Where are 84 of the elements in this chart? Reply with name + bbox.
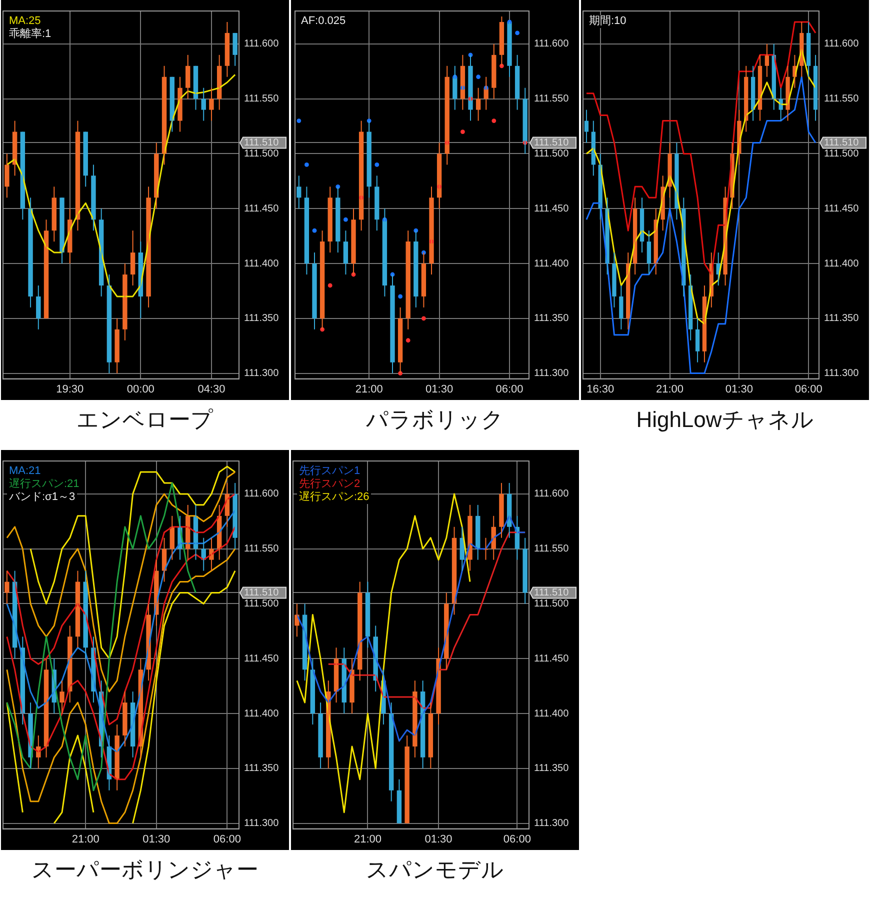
y-tick-label: 111.400 (244, 258, 280, 270)
x-tick-label: 19:30 (56, 383, 84, 396)
point (422, 316, 426, 321)
x-tick-label: 01:30 (426, 383, 454, 396)
y-tick-label: 111.510 (534, 588, 570, 598)
y-tick-label: 111.300 (534, 368, 570, 380)
text: MA:25 (7, 15, 43, 28)
y-tick-label: 111.400 (534, 708, 570, 720)
y-tick-label: 111.550 (244, 94, 280, 105)
text: 先行スパン2 (297, 478, 362, 491)
text: スパンモデル (365, 856, 505, 884)
y-tick-label: 111.350 (244, 313, 280, 324)
x-tick-label: 04:30 (198, 383, 226, 396)
y-tick-label: 111.450 (824, 203, 860, 214)
y-tick-label: 111.400 (824, 258, 860, 270)
point (406, 338, 410, 343)
y-tick-label: 111.500 (824, 148, 860, 160)
annotation: AF:0.025 (299, 15, 348, 28)
text: パラボリック (365, 406, 505, 434)
point (328, 283, 332, 288)
y-tick-label: 111.600 (244, 488, 280, 500)
y-tick-label: 111.510 (824, 138, 860, 148)
x-tick-label: 21:00 (656, 383, 684, 396)
point (344, 217, 348, 222)
text: スーパーボリンジャー (30, 856, 260, 884)
point (398, 294, 402, 299)
y-tick-label: 111.500 (534, 598, 570, 610)
y-tick-label: 111.500 (244, 598, 280, 610)
text: 先行スパン1 (297, 465, 362, 478)
point (304, 162, 309, 167)
point (296, 118, 302, 123)
y-tick-label: 111.510 (244, 588, 280, 598)
x-tick-label: 00:00 (126, 383, 154, 396)
x-tick-label: 06:00 (496, 383, 524, 396)
x-tick-label: 01:30 (424, 833, 452, 846)
y-tick-label: 111.510 (534, 138, 570, 148)
x-tick-label: 06:00 (794, 383, 822, 396)
y-tick-label: 111.300 (244, 818, 280, 830)
text: HighLowチャネル (635, 406, 815, 434)
point (492, 118, 496, 123)
annotation: バンド:σ1～3 (7, 491, 78, 504)
text: 遅行スパン:21 (7, 478, 82, 491)
x-tick-label: 21:00 (355, 383, 383, 396)
x-tick-label: 21:00 (354, 833, 382, 846)
y-tick-label: 111.550 (534, 94, 570, 105)
y-tick-label: 111.510 (244, 138, 280, 148)
y-tick-label: 111.500 (244, 148, 280, 160)
y-tick-label: 111.600 (534, 488, 570, 500)
x-tick-label: 01:30 (725, 383, 753, 396)
y-tick-label: 111.450 (244, 203, 280, 214)
y-tick-label: 111.350 (534, 313, 570, 324)
x-tick-label: 06:00 (503, 833, 531, 846)
y-tick-label: 111.300 (534, 818, 570, 830)
y-tick-label: 111.300 (824, 368, 860, 380)
point (374, 162, 380, 167)
point (460, 130, 465, 134)
y-tick-label: 111.600 (534, 38, 570, 50)
y-tick-label: 111.550 (534, 544, 570, 555)
y-tick-label: 111.400 (534, 258, 570, 270)
annotation: 乖離率:1 (7, 28, 54, 41)
y-tick-label: 111.550 (824, 94, 860, 105)
text: エンベロープ (76, 406, 214, 434)
x-tick-label: 01:30 (142, 833, 170, 846)
y-tick-label: 111.450 (534, 203, 570, 214)
y-tick-label: 111.550 (244, 544, 280, 555)
y-tick-label: 111.450 (534, 653, 570, 664)
point (476, 74, 480, 80)
text: 遅行スパン:26 (297, 491, 372, 504)
annotation: 期間:10 (587, 15, 628, 28)
text: MA:21 (7, 465, 43, 478)
y-tick-label: 111.300 (244, 368, 280, 380)
y-tick-label: 111.500 (534, 148, 570, 160)
y-tick-label: 111.600 (244, 38, 280, 50)
y-tick-label: 111.350 (534, 763, 570, 774)
y-tick-label: 111.450 (244, 653, 280, 664)
point (515, 30, 520, 36)
y-tick-label: 111.600 (824, 38, 860, 50)
y-tick-label: 111.400 (244, 708, 280, 720)
x-tick-label: 06:00 (213, 833, 241, 846)
y-tick-label: 111.350 (244, 763, 280, 774)
x-tick-label: 21:00 (72, 833, 100, 846)
point (312, 228, 317, 233)
x-tick-label: 16:30 (586, 383, 614, 396)
y-tick-label: 111.350 (824, 313, 860, 324)
